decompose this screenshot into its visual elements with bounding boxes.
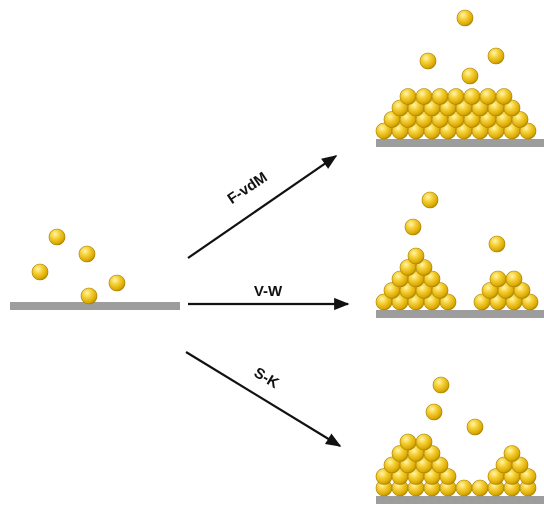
atom bbox=[511, 111, 529, 128]
atom bbox=[399, 433, 417, 451]
label-fvdm: F-vdM bbox=[224, 169, 270, 208]
atom bbox=[423, 445, 441, 462]
atom bbox=[511, 456, 529, 474]
atom bbox=[463, 88, 481, 105]
atom bbox=[415, 259, 433, 276]
atom bbox=[423, 270, 441, 288]
adatoms-initial bbox=[31, 228, 126, 305]
incoming-atom bbox=[456, 9, 474, 27]
atom bbox=[505, 270, 523, 288]
incoming-atom bbox=[488, 235, 506, 253]
wetting-layer-atom bbox=[455, 479, 473, 497]
adatom bbox=[108, 274, 126, 292]
atom bbox=[503, 445, 521, 462]
incoming-atom bbox=[487, 47, 505, 65]
atom bbox=[431, 88, 449, 105]
atom bbox=[495, 88, 513, 105]
atom bbox=[439, 468, 457, 485]
incoming-atom bbox=[466, 418, 484, 436]
atoms-vw-island-growth bbox=[375, 191, 539, 311]
atom bbox=[513, 282, 531, 299]
wetting-layer-atom bbox=[471, 479, 489, 497]
arrow-sk bbox=[185, 351, 342, 447]
atom bbox=[479, 88, 497, 105]
atom bbox=[407, 247, 425, 265]
adatom bbox=[48, 228, 66, 246]
substrate-sk bbox=[376, 496, 544, 504]
incoming-atom bbox=[421, 191, 439, 209]
atom bbox=[431, 456, 449, 474]
atom bbox=[415, 88, 433, 105]
substrate-fvdm bbox=[376, 139, 544, 147]
atom bbox=[503, 99, 521, 117]
atom bbox=[439, 293, 457, 311]
arrow-fvdm bbox=[187, 155, 338, 259]
incoming-atom bbox=[419, 52, 437, 70]
adatom bbox=[80, 287, 98, 305]
label-sk: S-K bbox=[251, 364, 282, 392]
atom bbox=[519, 468, 537, 485]
atom bbox=[415, 433, 433, 451]
atom bbox=[399, 88, 417, 105]
atom bbox=[519, 122, 537, 140]
label-vw: V-W bbox=[254, 283, 283, 300]
incoming-atom bbox=[432, 376, 450, 394]
atom bbox=[521, 293, 539, 311]
atom bbox=[431, 282, 449, 299]
incoming-atom bbox=[425, 403, 443, 421]
substrate-vw bbox=[376, 310, 544, 318]
adatom bbox=[78, 245, 96, 263]
atoms-sk-layer-plus-island-growth bbox=[375, 376, 537, 497]
incoming-atom bbox=[461, 67, 479, 85]
adatom bbox=[31, 263, 49, 281]
atom bbox=[489, 270, 507, 288]
atom bbox=[447, 88, 465, 105]
atoms-fvdm-layer-growth bbox=[375, 9, 537, 140]
substrate-initial bbox=[10, 302, 180, 310]
incoming-atom bbox=[404, 218, 422, 236]
